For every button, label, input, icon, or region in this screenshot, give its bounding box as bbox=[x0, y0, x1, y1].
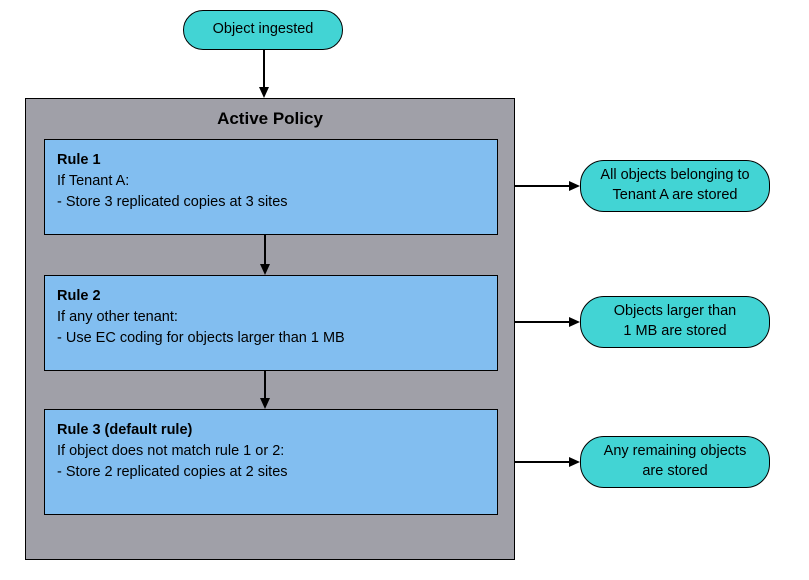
output-2-line2: 1 MB are stored bbox=[623, 322, 726, 342]
arrow-rule2-out-head bbox=[569, 317, 580, 327]
rule-box-3: Rule 3 (default rule) If object does not… bbox=[44, 409, 498, 515]
rule-1-condition: If Tenant A: bbox=[57, 171, 485, 192]
arrow-rule1-to-rule2-head bbox=[260, 264, 270, 275]
ingest-node: Object ingested bbox=[183, 10, 343, 50]
ingest-label: Object ingested bbox=[213, 20, 314, 40]
output-node-3: Any remaining objects are stored bbox=[580, 436, 770, 488]
policy-title: Active Policy bbox=[44, 109, 496, 129]
output-3-line1: Any remaining objects bbox=[604, 442, 747, 462]
rule-1-action: - Store 3 replicated copies at 3 sites bbox=[57, 192, 485, 213]
arrow-rule1-out-head bbox=[569, 181, 580, 191]
arrow-rule1-out bbox=[515, 185, 569, 187]
output-1-line1: All objects belonging to bbox=[600, 166, 749, 186]
arrow-ingest-to-policy-head bbox=[259, 87, 269, 98]
arrow-rule2-to-rule3 bbox=[264, 371, 266, 398]
rule-2-action: - Use EC coding for objects larger than … bbox=[57, 328, 485, 349]
rule-box-2: Rule 2 If any other tenant: - Use EC cod… bbox=[44, 275, 498, 371]
output-node-2: Objects larger than 1 MB are stored bbox=[580, 296, 770, 348]
rule-2-condition: If any other tenant: bbox=[57, 307, 485, 328]
output-2-line1: Objects larger than bbox=[614, 302, 737, 322]
rule-3-condition: If object does not match rule 1 or 2: bbox=[57, 441, 485, 462]
rule-1-title: Rule 1 bbox=[57, 150, 485, 171]
rule-box-1: Rule 1 If Tenant A: - Store 3 replicated… bbox=[44, 139, 498, 235]
arrow-rule2-out bbox=[515, 321, 569, 323]
arrow-rule3-out bbox=[515, 461, 569, 463]
diagram-canvas: Object ingested Active Policy Rule 1 If … bbox=[0, 0, 809, 580]
output-node-1: All objects belonging to Tenant A are st… bbox=[580, 160, 770, 212]
output-1-line2: Tenant A are stored bbox=[613, 186, 738, 206]
policy-box: Active Policy Rule 1 If Tenant A: - Stor… bbox=[25, 98, 515, 560]
rule-2-title: Rule 2 bbox=[57, 286, 485, 307]
rule-3-title: Rule 3 (default rule) bbox=[57, 420, 485, 441]
arrow-rule3-out-head bbox=[569, 457, 580, 467]
arrow-rule1-to-rule2 bbox=[264, 235, 266, 264]
arrow-rule2-to-rule3-head bbox=[260, 398, 270, 409]
rule-3-action: - Store 2 replicated copies at 2 sites bbox=[57, 462, 485, 483]
arrow-ingest-to-policy bbox=[263, 50, 265, 87]
output-3-line2: are stored bbox=[642, 462, 707, 482]
